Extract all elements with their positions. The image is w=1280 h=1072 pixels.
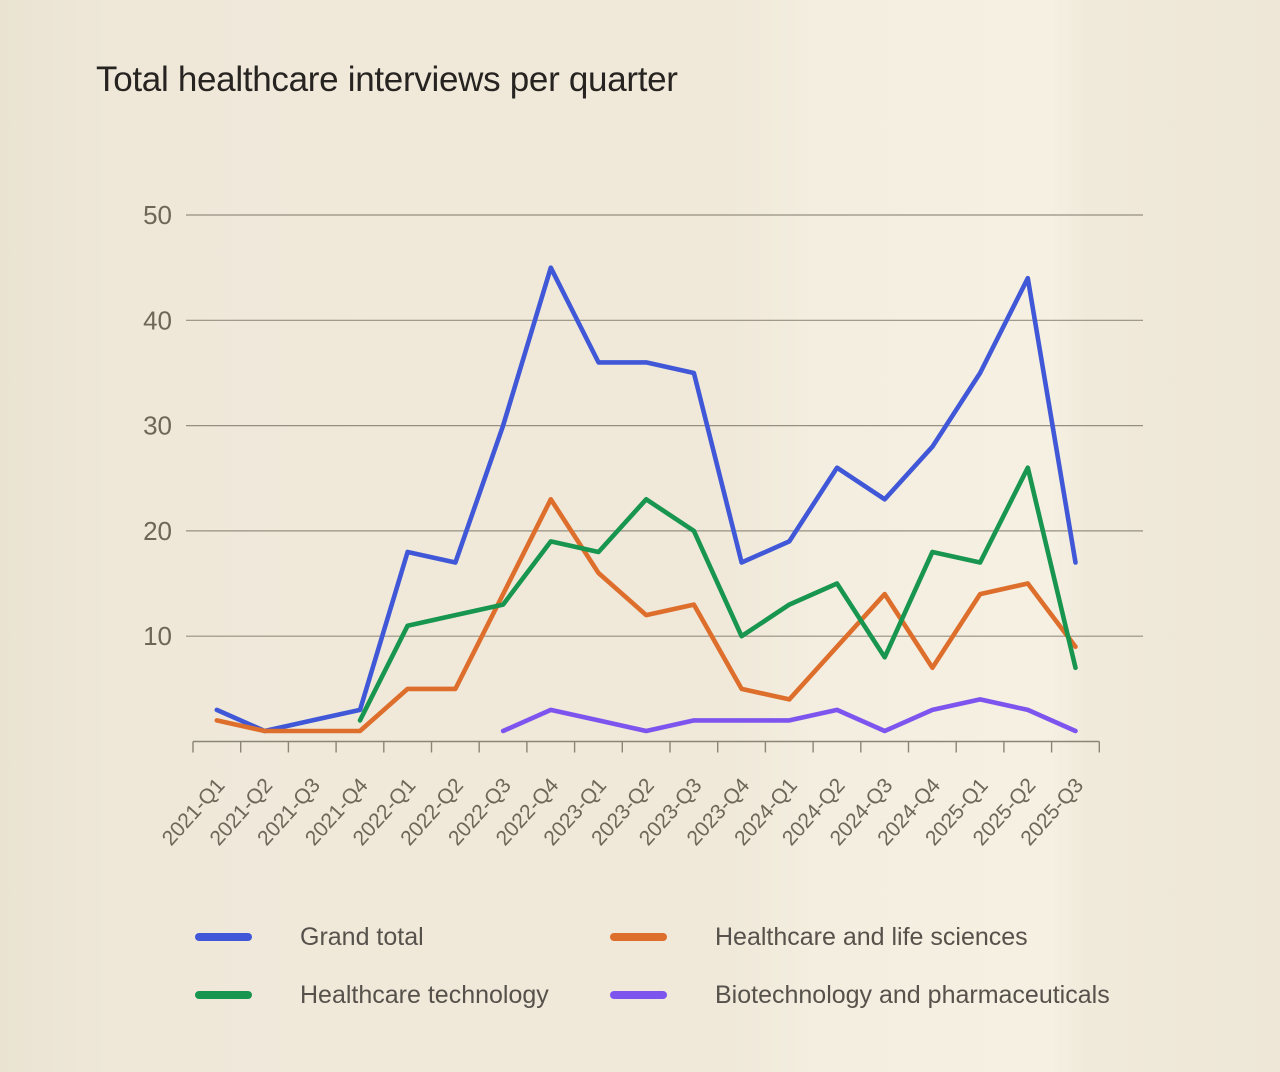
legend-swatch-grand-total <box>195 933 252 941</box>
legend-label: Healthcare and life sciences <box>715 922 1028 951</box>
legend-item-healthcare-technology: Healthcare technology <box>195 980 610 1009</box>
legend-item-healthcare-life-sciences: Healthcare and life sciences <box>610 922 1155 951</box>
series-line-healthcare-and-life-sciences <box>214 496 1078 734</box>
y-axis-tick-label: 10 <box>143 621 172 651</box>
chart-title: Total healthcare interviews per quarter <box>96 60 678 99</box>
chart-legend: Grand total Healthcare and life sciences… <box>195 922 1155 1009</box>
series-line-healthcare-technology <box>357 465 1078 723</box>
series-line-grand-total <box>214 265 1078 734</box>
legend-swatch-healthcare-technology <box>195 991 252 999</box>
y-axis-tick-label: 20 <box>143 516 172 546</box>
legend-swatch-biotechnology-pharmaceuticals <box>610 991 667 999</box>
series-line-biotechnology-and-pharmaceuticals <box>500 697 1078 734</box>
legend-swatch-healthcare-life-sciences <box>610 933 667 941</box>
legend-item-biotechnology-pharmaceuticals: Biotechnology and pharmaceuticals <box>610 980 1155 1009</box>
line-chart-plot: 10203040502021-Q12021-Q22021-Q32021-Q420… <box>143 200 1143 850</box>
y-axis-tick-label: 40 <box>143 305 172 335</box>
legend-label: Biotechnology and pharmaceuticals <box>715 980 1110 1009</box>
legend-label: Grand total <box>300 922 424 951</box>
legend-label: Healthcare technology <box>300 980 549 1009</box>
y-axis-tick-label: 30 <box>143 411 172 441</box>
y-axis-tick-label: 50 <box>143 200 172 230</box>
legend-item-grand-total: Grand total <box>195 922 610 951</box>
